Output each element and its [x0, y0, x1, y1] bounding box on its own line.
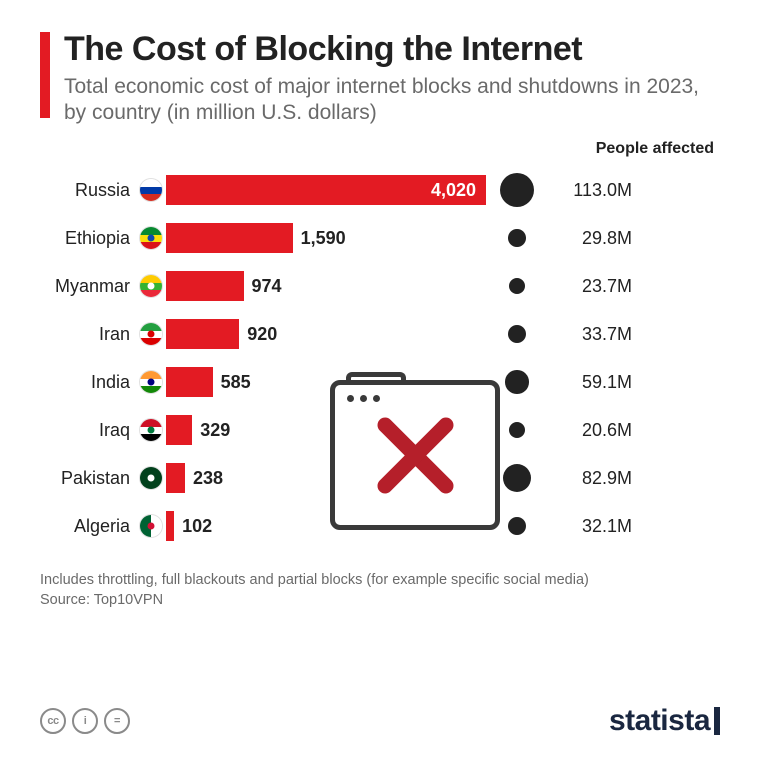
page-title: The Cost of Blocking the Internet: [64, 32, 720, 68]
bar-value: 102: [182, 516, 212, 537]
country-label: Iraq: [40, 420, 136, 441]
bar-value: 585: [221, 372, 251, 393]
column-header-people: People affected: [40, 140, 720, 158]
bar: [166, 223, 293, 253]
footnote-includes: Includes throttling, full blackouts and …: [40, 570, 720, 590]
bar: [166, 367, 213, 397]
bar-value: 920: [247, 324, 277, 345]
flag-icon: [140, 323, 162, 345]
people-dot: [508, 325, 527, 344]
bar-value: 1,590: [301, 228, 346, 249]
bar-value: 4,020: [424, 180, 476, 201]
country-label: Ethiopia: [40, 228, 136, 249]
footnote-source: Source: Top10VPN: [40, 590, 720, 610]
flag-icon: [140, 227, 162, 249]
country-label: Russia: [40, 180, 136, 201]
people-value: 113.0M: [548, 180, 632, 201]
bar: [166, 319, 239, 349]
license-icons: cc i =: [40, 708, 130, 734]
table-row: Iran 920 33.7M: [40, 310, 720, 358]
country-label: Pakistan: [40, 468, 136, 489]
cc-icon: cc: [40, 708, 66, 734]
bar-area: 920: [166, 319, 486, 349]
people-value: 82.9M: [548, 468, 632, 489]
bar: [166, 511, 174, 541]
people-dot: [508, 517, 526, 535]
cc-by-icon: i: [72, 708, 98, 734]
table-row: Russia 4,020 113.0M: [40, 166, 720, 214]
bar-value: 974: [252, 276, 282, 297]
people-dot: [509, 422, 525, 438]
country-label: Myanmar: [40, 276, 136, 297]
people-value: 29.8M: [548, 228, 632, 249]
bar: [166, 415, 192, 445]
people-value: 32.1M: [548, 516, 632, 537]
people-value: 33.7M: [548, 324, 632, 345]
people-dot: [500, 173, 534, 207]
flag-icon: [140, 419, 162, 441]
country-label: India: [40, 372, 136, 393]
table-row: Myanmar 974 23.7M: [40, 262, 720, 310]
country-label: Iran: [40, 324, 136, 345]
bar-value: 329: [200, 420, 230, 441]
flag-icon: [140, 515, 162, 537]
accent-bar: [40, 32, 50, 118]
people-value: 20.6M: [548, 420, 632, 441]
bar-area: 1,590: [166, 223, 486, 253]
bar: [166, 463, 185, 493]
flag-icon: [140, 467, 162, 489]
blocked-browser-icon: [330, 380, 500, 530]
people-dot: [503, 464, 531, 492]
cc-nd-icon: =: [104, 708, 130, 734]
bar-area: 974: [166, 271, 486, 301]
people-value: 23.7M: [548, 276, 632, 297]
bar-value: 238: [193, 468, 223, 489]
people-dot: [508, 229, 526, 247]
table-row: Ethiopia 1,590 29.8M: [40, 214, 720, 262]
flag-icon: [140, 179, 162, 201]
brand-logo: statista: [609, 704, 720, 738]
flag-icon: [140, 371, 162, 393]
people-dot: [509, 278, 526, 295]
bar: [166, 271, 244, 301]
page-subtitle: Total economic cost of major internet bl…: [64, 74, 720, 127]
bar-area: 4,020: [166, 175, 486, 205]
flag-icon: [140, 275, 162, 297]
people-dot: [505, 370, 529, 394]
country-label: Algeria: [40, 516, 136, 537]
people-value: 59.1M: [548, 372, 632, 393]
